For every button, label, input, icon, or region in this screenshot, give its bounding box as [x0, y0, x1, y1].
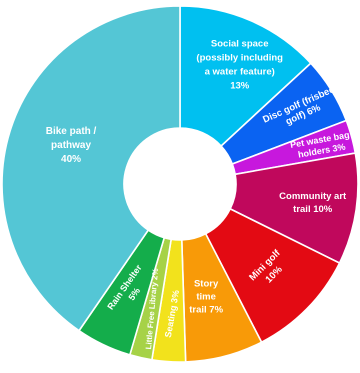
- slice-label-line: Community art: [279, 191, 347, 202]
- slice-label-line: 13%: [230, 81, 250, 92]
- slices-layer: [1, 5, 359, 363]
- slice-label-line: pathway: [51, 140, 91, 151]
- slice-label-line: trail 7%: [189, 305, 223, 316]
- slice-label-line: Social space: [211, 39, 269, 50]
- slice-label-story: Story time trail 7%: [189, 279, 223, 316]
- slice-label-social-space: Social space (possibly including a water f…: [196, 39, 283, 92]
- slice-label-line: Story: [194, 279, 219, 290]
- slice-bike-path: [1, 5, 181, 332]
- slice-label-line: Bike path /: [46, 126, 97, 137]
- slice-community-art: [229, 152, 359, 265]
- slice-label-line: trail 10%: [293, 204, 333, 215]
- slice-label-line: (possibly including: [196, 53, 283, 64]
- slice-mini-golf: [204, 207, 341, 344]
- slice-label-line: time: [196, 292, 216, 303]
- slice-label-community-art: Community art trail 10%: [279, 191, 347, 215]
- slice-label-line: 40%: [61, 154, 81, 165]
- slice-label-line: a water feature): [205, 67, 275, 78]
- slice-label-bike-path: Bike path / pathway 40%: [46, 126, 97, 165]
- slice-social-space: [179, 5, 312, 148]
